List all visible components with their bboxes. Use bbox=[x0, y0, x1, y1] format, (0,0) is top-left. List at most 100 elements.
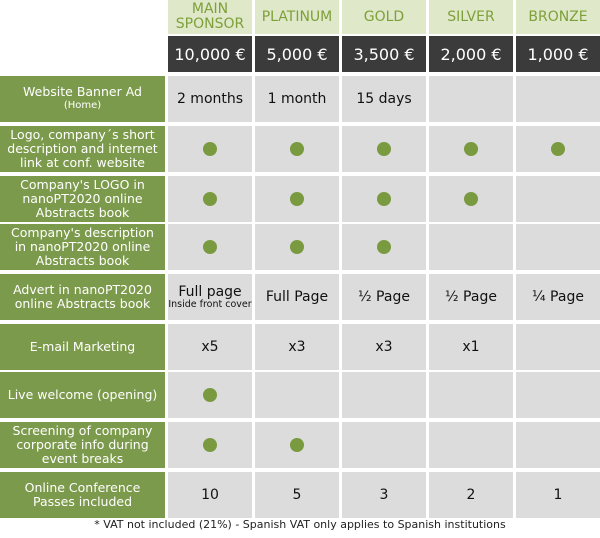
cell-3-1 bbox=[255, 224, 339, 270]
cell-0-2: 15 days bbox=[342, 76, 426, 122]
cell-0-1: 1 month bbox=[255, 76, 339, 122]
cell-6-3 bbox=[429, 372, 513, 418]
vat-footnote: * VAT not included (21%) - Spanish VAT o… bbox=[94, 518, 506, 531]
cell-1-1 bbox=[255, 126, 339, 172]
cell-text: ¼ Page bbox=[532, 289, 584, 305]
cell-8-0: 10 bbox=[168, 472, 252, 518]
row-label-0: Website Banner Ad (Home) bbox=[0, 76, 165, 122]
cell-4-0: Full page Inside front cover bbox=[168, 274, 252, 320]
cell-7-2 bbox=[342, 422, 426, 468]
cell-5-4 bbox=[516, 324, 600, 370]
cell-text: x5 bbox=[201, 339, 219, 355]
cell-value: x3 bbox=[375, 340, 392, 354]
included-dot-icon bbox=[290, 240, 304, 254]
cell-text: Full page bbox=[178, 283, 242, 300]
included-dot-icon bbox=[203, 240, 217, 254]
included-dot-icon bbox=[203, 388, 217, 402]
cell-4-1: Full Page bbox=[255, 274, 339, 320]
cell-7-0 bbox=[168, 422, 252, 468]
cell-value: ½ Page bbox=[358, 290, 410, 304]
cell-value: 1 bbox=[554, 488, 563, 502]
included-dot-icon bbox=[377, 142, 391, 156]
row-label-8: Online Conference Passes included bbox=[0, 472, 165, 518]
row-label-3: Company's description in nanoPT2020 onli… bbox=[0, 224, 165, 270]
tier-name-4: BRONZE bbox=[516, 0, 600, 34]
cell-0-4 bbox=[516, 76, 600, 122]
row-label-main: E-mail Marketing bbox=[29, 339, 136, 354]
included-dot-icon bbox=[464, 142, 478, 156]
included-dot-icon bbox=[203, 438, 217, 452]
row-label-text: Website Banner Ad (Home) bbox=[23, 85, 142, 113]
cell-text: 3 bbox=[379, 487, 389, 503]
row-label-4: Advert in nanoPT2020 online Abstracts bo… bbox=[0, 274, 165, 320]
tier-name-1: PLATINUM bbox=[255, 0, 339, 34]
included-dot-icon bbox=[290, 438, 304, 452]
cell-value: 5 bbox=[293, 488, 302, 502]
cell-text: 2 months bbox=[176, 91, 244, 107]
tier-price-2: 3,500 € bbox=[342, 36, 426, 72]
cell-5-2: x3 bbox=[342, 324, 426, 370]
row-label-text: Logo, company´s short description and in… bbox=[4, 128, 161, 170]
cell-text: Full Page bbox=[265, 289, 329, 305]
cell-4-2: ½ Page bbox=[342, 274, 426, 320]
row-label-text: Live welcome (opening) bbox=[8, 388, 158, 402]
row-label-main: Screening of company corporate info duri… bbox=[12, 423, 153, 466]
cell-7-4 bbox=[516, 422, 600, 468]
cell-1-3 bbox=[429, 126, 513, 172]
cell-value: 1 month bbox=[268, 92, 327, 106]
cell-value: 15 days bbox=[356, 92, 411, 106]
cell-value: x5 bbox=[201, 340, 218, 354]
tier-name-3: SILVER bbox=[429, 0, 513, 34]
cell-4-3: ½ Page bbox=[429, 274, 513, 320]
row-label-text: E-mail Marketing bbox=[30, 340, 135, 354]
cell-text: 15 days bbox=[356, 91, 412, 107]
row-label-main: Logo, company´s short description and in… bbox=[7, 127, 158, 170]
tier-name-2: GOLD bbox=[342, 0, 426, 34]
row-label-2: Company's LOGO in nanoPT2020 online Abst… bbox=[0, 176, 165, 222]
cell-value: 3 bbox=[380, 488, 389, 502]
cell-8-4: 1 bbox=[516, 472, 600, 518]
row-label-text: Advert in nanoPT2020 online Abstracts bo… bbox=[4, 283, 161, 311]
cell-text: 1 month bbox=[267, 91, 327, 107]
row-label-5: E-mail Marketing bbox=[0, 324, 165, 370]
cell-1-2 bbox=[342, 126, 426, 172]
cell-3-2 bbox=[342, 224, 426, 270]
cell-4-4: ¼ Page bbox=[516, 274, 600, 320]
cell-value: x1 bbox=[462, 340, 479, 354]
row-label-main: Live welcome (opening) bbox=[7, 387, 158, 402]
cell-5-1: x3 bbox=[255, 324, 339, 370]
cell-8-2: 3 bbox=[342, 472, 426, 518]
cell-2-1 bbox=[255, 176, 339, 222]
row-label-text: Screening of company corporate info duri… bbox=[4, 424, 161, 466]
row-label-main: Advert in nanoPT2020 online Abstracts bo… bbox=[13, 282, 152, 311]
cell-5-0: x5 bbox=[168, 324, 252, 370]
included-dot-icon bbox=[377, 192, 391, 206]
cell-6-0 bbox=[168, 372, 252, 418]
cell-8-3: 2 bbox=[429, 472, 513, 518]
row-label-main: Company's description in nanoPT2020 onli… bbox=[11, 225, 154, 268]
cell-2-0 bbox=[168, 176, 252, 222]
cell-6-1 bbox=[255, 372, 339, 418]
cell-text: ½ Page bbox=[358, 289, 410, 305]
tier-name-0: MAIN SPONSOR bbox=[168, 0, 252, 34]
cell-0-3 bbox=[429, 76, 513, 122]
cell-value: ½ Page bbox=[445, 290, 497, 304]
cell-text: 10 bbox=[201, 487, 219, 503]
cell-value: 10 bbox=[201, 488, 219, 502]
cell-value: 2 bbox=[467, 488, 476, 502]
included-dot-icon bbox=[551, 142, 565, 156]
cell-value: 2 months bbox=[177, 92, 243, 106]
cell-note: Inside front cover bbox=[168, 298, 252, 310]
cell-value: ¼ Page bbox=[532, 290, 584, 304]
cell-6-2 bbox=[342, 372, 426, 418]
cell-text: ½ Page bbox=[445, 289, 497, 305]
cell-0-0: 2 months bbox=[168, 76, 252, 122]
row-label-1: Logo, company´s short description and in… bbox=[0, 126, 165, 172]
included-dot-icon bbox=[290, 142, 304, 156]
cell-7-1 bbox=[255, 422, 339, 468]
row-label-main: Website Banner Ad bbox=[23, 84, 142, 99]
cell-value: x3 bbox=[288, 340, 305, 354]
cell-text: 2 bbox=[466, 487, 476, 503]
cell-7-3 bbox=[429, 422, 513, 468]
cell-1-4 bbox=[516, 126, 600, 172]
